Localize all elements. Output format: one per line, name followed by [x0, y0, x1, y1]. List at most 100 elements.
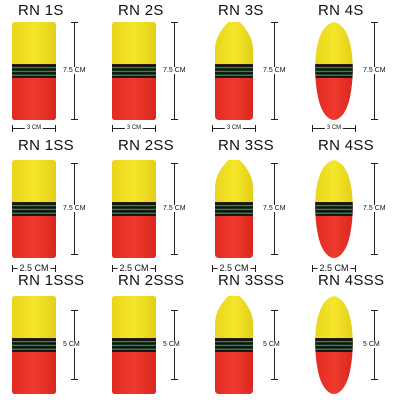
product-name-label: RN 3S — [218, 2, 264, 19]
width-dimension: 3 CM — [212, 125, 256, 136]
width-dimension-label: 2.5 CM — [317, 262, 351, 273]
float-stripe-line — [12, 204, 56, 207]
width-dimension-tick-right — [155, 265, 156, 272]
product-name-label: RN 2SS — [118, 137, 174, 154]
height-dimension-label: 5 CM — [62, 341, 81, 348]
float-stripe-line — [315, 208, 353, 211]
float-stripe-line — [12, 340, 56, 343]
width-dimension-tick-left — [12, 265, 13, 272]
float-stripe-line — [12, 70, 56, 73]
height-dimension-label: 7.5 CM — [262, 67, 287, 74]
product-name-label: RN 1SS — [18, 137, 74, 154]
float-yellow-top — [12, 296, 56, 339]
float-stripe-line — [112, 74, 156, 76]
float-yellow-top — [315, 296, 353, 339]
width-dimension: 2.5 CM — [112, 263, 156, 276]
float-stripe-line — [12, 66, 56, 69]
product-name-label: RN 3SS — [218, 137, 274, 154]
float-stripe-line — [215, 204, 253, 207]
float-yellow-top — [215, 296, 253, 339]
float-stripe-line — [12, 344, 56, 347]
float-stripe-line — [215, 208, 253, 211]
fishing-float-image — [112, 22, 156, 120]
width-dimension-label: 3 CM — [224, 125, 244, 131]
float-stripe-line — [215, 74, 253, 76]
width-dimension-label: 3 CM — [24, 125, 44, 131]
float-stripe-line — [112, 204, 156, 207]
product-name-label: RN 4SSS — [318, 272, 385, 289]
width-dimension-tick-right — [155, 125, 156, 132]
height-dimension-label: 7.5 CM — [162, 205, 187, 212]
float-stripe-line — [215, 340, 253, 343]
float-stripe-line — [215, 70, 253, 73]
float-stripe-line — [215, 344, 253, 347]
fishing-float-image — [315, 160, 353, 258]
height-dimension-label: 7.5 CM — [362, 205, 387, 212]
fishing-float-image — [12, 22, 56, 120]
float-stripe-line — [315, 344, 353, 347]
float-yellow-top — [112, 296, 156, 339]
height-dimension-label: 7.5 CM — [62, 67, 87, 74]
width-dimension-label: 2.5 CM — [17, 262, 51, 273]
height-dimension-label: 5 CM — [362, 341, 381, 348]
width-dimension-tick-right — [355, 125, 356, 132]
float-stripe-line — [112, 208, 156, 211]
product-name-label: RN 3SSS — [218, 272, 285, 289]
height-dimension-label: 7.5 CM — [262, 205, 287, 212]
width-dimension-tick-right — [355, 265, 356, 272]
float-yellow-top — [215, 160, 253, 203]
width-dimension: 2.5 CM — [212, 263, 256, 276]
width-dimension: 2.5 CM — [312, 263, 356, 276]
fishing-float-image — [215, 160, 253, 258]
height-dimension-label: 7.5 CM — [362, 67, 387, 74]
fishing-float-image — [215, 296, 253, 394]
width-dimension-tick-right — [255, 125, 256, 132]
fishing-float-image — [112, 160, 156, 258]
float-yellow-top — [112, 160, 156, 203]
fishing-float-image — [12, 160, 56, 258]
height-dimension-label: 7.5 CM — [162, 67, 187, 74]
width-dimension-tick-left — [312, 265, 313, 272]
height-dimension-label: 5 CM — [262, 341, 281, 348]
width-dimension-tick-right — [255, 265, 256, 272]
width-dimension: 3 CM — [12, 125, 56, 136]
float-stripe-line — [112, 344, 156, 347]
fishing-float-image — [215, 22, 253, 120]
float-yellow-top — [315, 160, 353, 203]
width-dimension-tick-right — [55, 125, 56, 132]
float-stripe-line — [12, 208, 56, 211]
product-name-label: RN 1S — [18, 2, 64, 19]
float-stripe-line — [315, 204, 353, 207]
width-dimension-label: 3 CM — [124, 125, 144, 131]
float-stripe-line — [12, 348, 56, 350]
width-dimension: 3 CM — [112, 125, 156, 136]
fishing-float-image — [315, 22, 353, 120]
product-name-label: RN 4S — [318, 2, 364, 19]
product-name-label: RN 2S — [118, 2, 164, 19]
width-dimension-tick-left — [112, 125, 113, 132]
float-stripe-line — [315, 74, 353, 76]
width-dimension-tick-left — [112, 265, 113, 272]
float-yellow-top — [112, 22, 156, 65]
fishing-float-image — [315, 296, 353, 394]
width-dimension-label: 2.5 CM — [117, 262, 151, 273]
float-stripe-line — [112, 66, 156, 69]
float-yellow-top — [315, 22, 353, 65]
width-dimension-tick-right — [55, 265, 56, 272]
float-stripe-line — [12, 74, 56, 76]
width-dimension-tick-left — [312, 125, 313, 132]
float-stripe-line — [315, 70, 353, 73]
float-yellow-top — [12, 22, 56, 65]
float-stripe-line — [112, 340, 156, 343]
product-name-label: RN 4SS — [318, 137, 374, 154]
float-stripe-line — [112, 212, 156, 214]
float-yellow-top — [12, 160, 56, 203]
product-name-label: RN 1SSS — [18, 272, 85, 289]
float-stripe-line — [12, 212, 56, 214]
height-dimension-label: 7.5 CM — [62, 205, 87, 212]
float-stripe-line — [112, 348, 156, 350]
float-stripe-line — [112, 70, 156, 73]
float-stripe-line — [315, 348, 353, 350]
float-stripe-line — [215, 212, 253, 214]
